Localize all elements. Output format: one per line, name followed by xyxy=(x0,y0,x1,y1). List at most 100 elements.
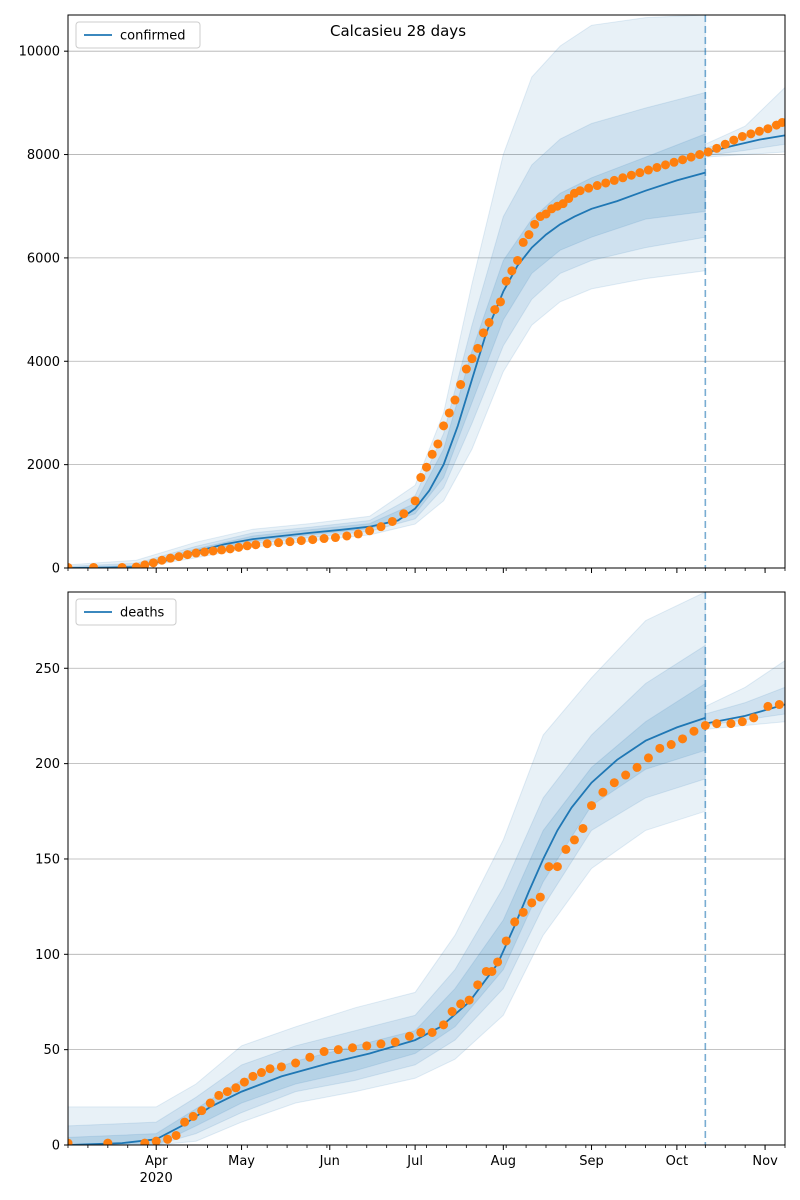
observed-point xyxy=(214,1090,224,1100)
observed-point xyxy=(774,700,784,710)
observed-point xyxy=(265,1064,275,1074)
observed-point xyxy=(208,546,218,556)
observed-point xyxy=(493,957,503,967)
observed-point xyxy=(174,552,184,562)
observed-point xyxy=(225,544,235,554)
observed-point xyxy=(507,266,517,276)
x-tick-label: May xyxy=(228,1154,255,1169)
observed-point xyxy=(410,496,420,506)
observed-point xyxy=(635,168,645,178)
observed-point xyxy=(518,907,528,917)
observed-point xyxy=(530,219,540,229)
y-tick-label: 0 xyxy=(52,1139,60,1154)
observed-point xyxy=(601,178,611,188)
observed-point xyxy=(652,162,662,172)
observed-point xyxy=(262,539,272,549)
observed-point xyxy=(365,526,375,536)
observed-point xyxy=(609,778,619,788)
observed-point xyxy=(518,237,528,247)
observed-point xyxy=(188,1111,198,1121)
observed-point xyxy=(478,328,488,338)
observed-point xyxy=(558,199,568,209)
observed-point xyxy=(353,529,363,539)
uncertainty-band xyxy=(68,644,706,1145)
observed-point xyxy=(541,209,551,219)
observed-point xyxy=(720,139,730,149)
observed-point xyxy=(695,150,705,160)
y-tick-label: 8000 xyxy=(27,148,60,163)
observed-point xyxy=(319,1047,329,1057)
observed-point xyxy=(362,1041,372,1051)
observed-point xyxy=(552,862,562,872)
observed-point xyxy=(387,516,397,526)
observed-point xyxy=(689,726,699,736)
observed-point xyxy=(242,541,252,551)
observed-point xyxy=(89,562,99,568)
observed-point xyxy=(404,1031,414,1041)
observed-point xyxy=(632,762,642,772)
observed-point xyxy=(621,770,631,780)
observed-point xyxy=(587,801,597,811)
observed-point xyxy=(763,701,773,711)
observed-point xyxy=(151,1136,161,1145)
observed-point xyxy=(464,995,474,1005)
figure-title: Calcasieu 28 days xyxy=(330,22,466,40)
observed-point xyxy=(171,1130,181,1140)
observed-point xyxy=(513,255,523,265)
plot-area xyxy=(68,15,785,568)
observed-point xyxy=(763,124,773,134)
observed-point xyxy=(330,533,340,543)
legend: confirmed xyxy=(75,21,201,49)
observed-point xyxy=(655,743,665,753)
observed-point xyxy=(726,719,736,729)
observed-point xyxy=(157,555,167,565)
observed-point xyxy=(416,473,426,483)
observed-point xyxy=(712,719,722,729)
x-tick-year-label: 2020 xyxy=(140,1171,173,1186)
observed-point xyxy=(609,175,619,185)
observed-point xyxy=(433,439,443,449)
observed-point xyxy=(746,129,756,139)
x-tick-label: Nov xyxy=(752,1154,778,1169)
observed-point xyxy=(456,380,466,390)
observed-point xyxy=(501,276,511,286)
observed-point xyxy=(510,917,520,927)
observed-point xyxy=(163,1134,173,1144)
observed-point xyxy=(661,160,670,170)
observed-point xyxy=(183,550,192,560)
observed-point xyxy=(117,562,127,568)
observed-point xyxy=(592,181,602,191)
observed-point xyxy=(578,823,588,833)
observed-point xyxy=(569,835,579,845)
observed-point xyxy=(197,1106,207,1116)
legend-label: confirmed xyxy=(120,29,186,44)
observed-point xyxy=(308,535,318,545)
x-tick-label: Jul xyxy=(406,1154,423,1169)
observed-point xyxy=(487,966,497,976)
y-tick-label: 0 xyxy=(52,562,60,577)
observed-point xyxy=(777,118,785,127)
observed-point xyxy=(447,1007,457,1017)
observed-point xyxy=(103,1138,113,1145)
observed-point xyxy=(535,892,545,902)
observed-point xyxy=(422,462,431,472)
observed-point xyxy=(222,1087,232,1097)
observed-point xyxy=(527,898,537,908)
observed-point xyxy=(686,152,696,162)
y-tick-label: 6000 xyxy=(27,251,60,266)
observed-point xyxy=(376,1039,386,1049)
observed-point xyxy=(291,1058,301,1068)
y-tick-label: 100 xyxy=(35,948,60,963)
observed-point xyxy=(165,553,175,563)
observed-point xyxy=(68,562,73,568)
x-tick-label: Oct xyxy=(666,1154,688,1169)
observed-point xyxy=(564,193,574,203)
observed-point xyxy=(754,126,764,136)
observed-point xyxy=(501,936,511,946)
observed-point xyxy=(666,740,676,750)
x-tick-label: Jun xyxy=(319,1154,340,1169)
y-tick-label: 10000 xyxy=(19,45,60,60)
observed-point xyxy=(333,1045,343,1055)
observed-point xyxy=(285,537,295,547)
